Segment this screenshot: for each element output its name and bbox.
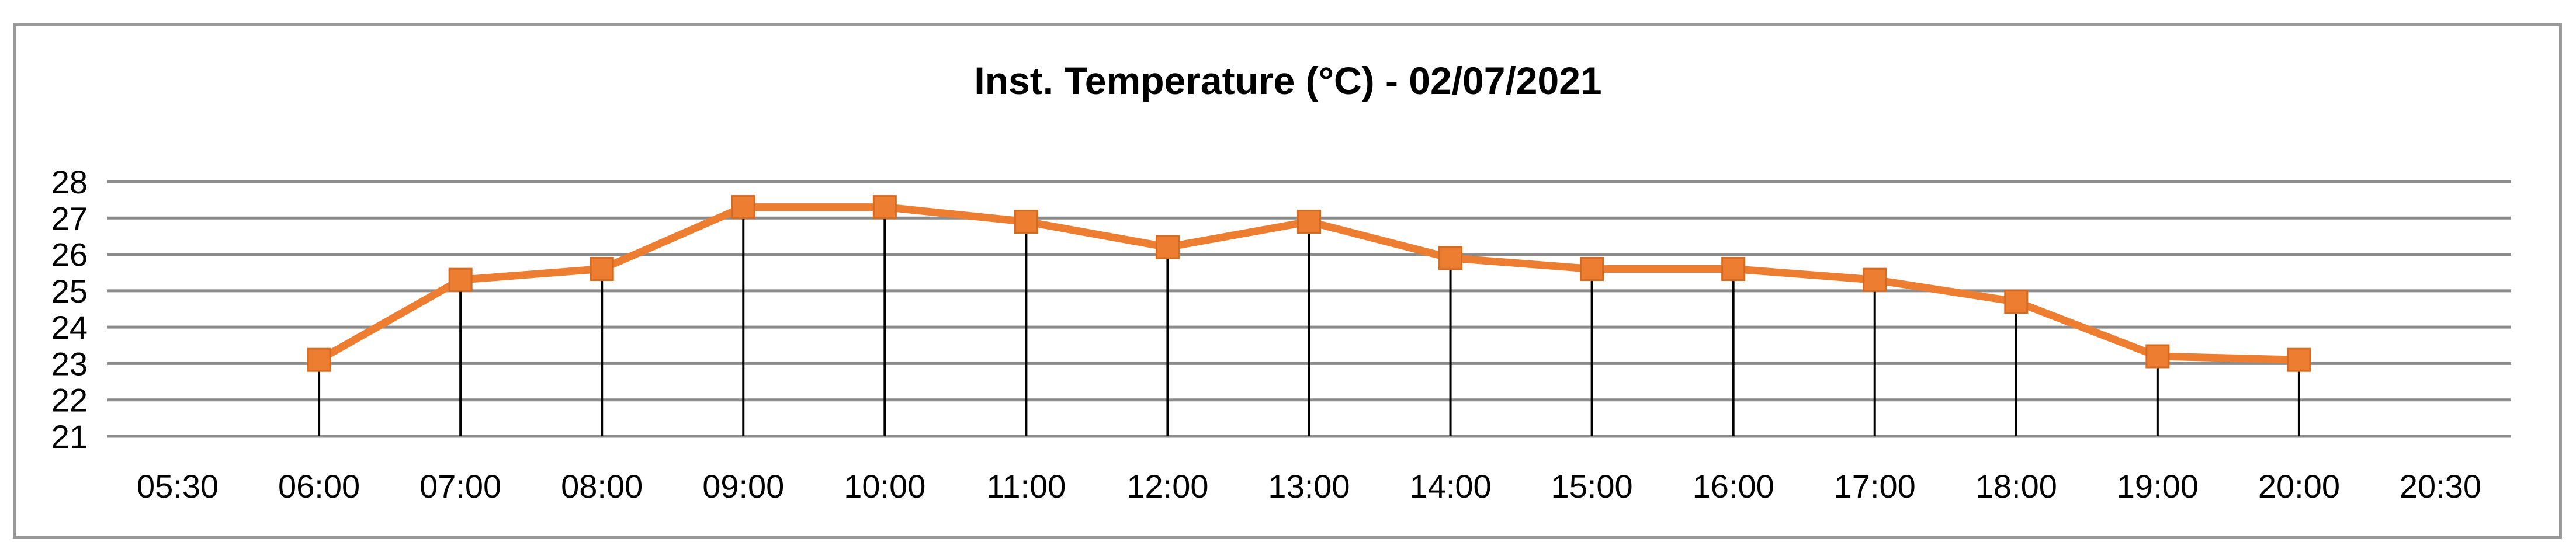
- x-tick-label: 15:00: [1551, 468, 1633, 505]
- data-point-marker: [731, 195, 755, 220]
- data-point-marker: [2287, 348, 2311, 372]
- data-point-marker: [1721, 256, 1746, 281]
- data-point-marker: [872, 195, 897, 220]
- y-tick-label: 26: [51, 237, 88, 273]
- y-tick-label: 23: [51, 345, 88, 382]
- x-tick-label: 07:00: [419, 468, 501, 505]
- x-tick-label: 08:00: [561, 468, 643, 505]
- data-point-marker: [307, 348, 331, 372]
- x-tick-label: 12:00: [1126, 468, 1208, 505]
- data-point-marker: [2145, 344, 2170, 369]
- x-tick-label: 18:00: [1975, 468, 2057, 505]
- x-tick-label: 14:00: [1409, 468, 1491, 505]
- x-tick-label: 17:00: [1834, 468, 1916, 505]
- data-point-marker: [448, 267, 473, 292]
- data-point-marker: [1155, 235, 1180, 259]
- y-tick-label: 27: [51, 200, 88, 237]
- x-tick-label: 09:00: [702, 468, 784, 505]
- x-tick-label: 11:00: [986, 468, 1066, 505]
- x-tick-label: 05:30: [137, 468, 219, 505]
- data-point-marker: [590, 256, 614, 281]
- chart-title: Inst. Temperature (°C) - 02/07/2021: [974, 59, 1602, 102]
- y-tick-label: 25: [51, 273, 88, 310]
- data-point-marker: [1014, 210, 1038, 234]
- chart-frame: [13, 23, 2562, 539]
- y-tick-label: 28: [51, 164, 88, 200]
- x-tick-label: 16:00: [1693, 468, 1774, 505]
- x-tick-label: 13:00: [1268, 468, 1350, 505]
- x-tick-label: 06:00: [278, 468, 360, 505]
- x-tick-label: 19:00: [2117, 468, 2199, 505]
- y-tick-label: 24: [51, 309, 88, 346]
- data-point-marker: [1863, 267, 1887, 292]
- data-point-marker: [1580, 256, 1604, 281]
- x-tick-label: 20:00: [2258, 468, 2340, 505]
- data-point-marker: [1297, 210, 1321, 234]
- x-tick-label: 20:30: [2400, 468, 2481, 505]
- y-tick-label: 21: [51, 418, 88, 455]
- data-point-marker: [2004, 290, 2029, 314]
- data-point-marker: [1438, 246, 1463, 270]
- x-tick-label: 10:00: [844, 468, 925, 505]
- y-tick-label: 22: [51, 382, 88, 419]
